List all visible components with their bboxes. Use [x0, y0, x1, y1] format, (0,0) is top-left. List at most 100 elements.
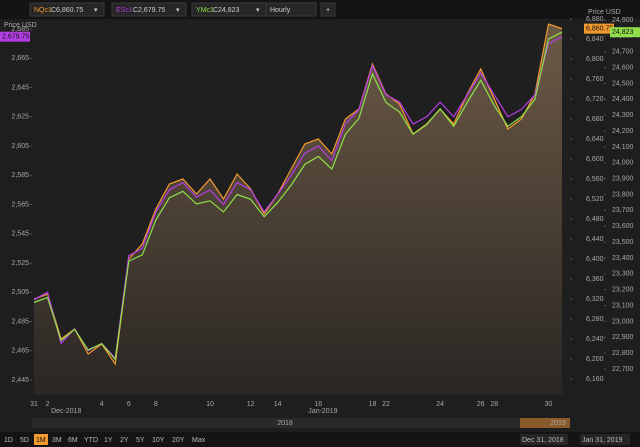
y-tick-label: 24,600	[612, 64, 634, 71]
y-tick-label: 6,840	[586, 36, 604, 43]
x-tick-label: 22	[382, 401, 390, 408]
y-tick-label: 6,200	[586, 356, 604, 363]
navigator-year: 2019	[550, 420, 566, 427]
y-tick-label: 2,605	[11, 143, 29, 150]
range-button[interactable]: 5Y	[136, 437, 145, 444]
range-button[interactable]: 1Y	[104, 437, 113, 444]
date-from[interactable]: Dec 31, 2018	[522, 437, 564, 444]
dropdown-arrow: ▾	[94, 7, 98, 14]
y-tick-label: 2,445	[11, 377, 29, 384]
y-tick-label: 6,280	[586, 316, 604, 323]
legend-value: 2,679.75	[138, 7, 165, 14]
axis-label: Price USD	[4, 22, 37, 29]
range-button[interactable]: 6M	[68, 437, 78, 444]
x-tick-label: 18	[369, 401, 377, 408]
y-tick-label: 23,900	[612, 175, 634, 182]
legend-name: ESc1	[116, 7, 133, 14]
range-button[interactable]: 1D	[4, 437, 13, 444]
y-tick-label: 2,645	[11, 84, 29, 91]
y-tick-label: 6,560	[586, 176, 604, 183]
y-tick-label: 24,200	[612, 128, 634, 135]
y-tick-label: 2,525	[11, 260, 29, 267]
interval-select[interactable]	[265, 2, 317, 17]
x-tick-label: 6	[127, 401, 131, 408]
navigator[interactable]	[32, 418, 570, 428]
range-button[interactable]: 5D	[20, 437, 29, 444]
interval-label: Hourly	[270, 7, 291, 14]
range-button[interactable]: 10Y	[152, 437, 165, 444]
y-tick-label: 23,300	[612, 271, 634, 278]
add-button[interactable]	[320, 2, 336, 17]
x-tick-label: 10	[206, 401, 214, 408]
y-tick-label: 6,760	[586, 76, 604, 83]
y-tick-label: 6,720	[586, 96, 604, 103]
axis-label: Price USD	[588, 9, 621, 16]
range-button[interactable]: YTD	[84, 437, 98, 444]
price-tag	[0, 31, 30, 42]
price-tag	[610, 27, 640, 38]
y-tick-label: 6,160	[586, 376, 604, 383]
date-box[interactable]	[580, 434, 630, 445]
legend-value: 6,860.75	[56, 7, 83, 14]
y-tick-label: 24,100	[612, 144, 634, 151]
y-tick-label: 6,880	[586, 16, 604, 23]
range-button[interactable]: 2Y	[120, 437, 129, 444]
dropdown-arrow: ▾	[256, 7, 260, 14]
y-tick-label: 6,520	[586, 196, 604, 203]
legend-box[interactable]	[111, 2, 187, 17]
y-tick-label: 6,800	[586, 56, 604, 63]
date-box[interactable]	[520, 434, 568, 445]
price-tag	[584, 23, 614, 34]
x-tick-label: 30	[545, 401, 553, 408]
y-tick-label: 22,900	[612, 334, 634, 341]
x-tick-label: 16	[314, 401, 322, 408]
y-tick-label: 23,000	[612, 318, 634, 325]
legend-prefix: C	[213, 7, 218, 14]
legend-value: 24,823	[218, 7, 240, 14]
x-tick-label: 31	[30, 401, 38, 408]
y-tick-label: 2,485	[11, 318, 29, 325]
range-button[interactable]: 1M	[36, 437, 46, 444]
y-tick-label: 24,900	[612, 17, 634, 24]
y-tick-label: 24,000	[612, 160, 634, 167]
line	[33, 31, 563, 361]
x-tick-label: 26	[477, 401, 485, 408]
y-tick-label: 6,320	[586, 296, 604, 303]
y-tick-label: 23,400	[612, 255, 634, 262]
y-tick-label: 24,300	[612, 112, 634, 119]
y-tick-label: 2,585	[11, 172, 29, 179]
x-tick-label: 2	[46, 401, 50, 408]
date-to[interactable]: Jan 31, 2019	[582, 437, 623, 444]
y-tick-label: 6,640	[586, 136, 604, 143]
area	[34, 24, 562, 395]
y-tick-label: 2,465	[11, 348, 29, 355]
y-tick-label: 22,700	[612, 366, 634, 373]
y-tick-label: 22,800	[612, 350, 634, 357]
y-tick-label: 24,400	[612, 96, 634, 103]
x-tick-label: 28	[490, 401, 498, 408]
navigator-window[interactable]	[520, 418, 570, 428]
legend-box[interactable]	[29, 2, 105, 17]
y-tick-label: 23,200	[612, 287, 634, 294]
y-tick-label: 23,700	[612, 207, 634, 214]
range-button[interactable]: 20Y	[172, 437, 185, 444]
price-tag-label: 24,823	[612, 29, 634, 36]
range-button[interactable]: Max	[192, 437, 206, 444]
x-tick-label: 8	[154, 401, 158, 408]
price-tag-label: 2,679.75	[2, 34, 29, 41]
y-tick-label: 6,440	[586, 236, 604, 243]
y-tick-label: 2,625	[11, 114, 29, 121]
y-tick-label: 6,480	[586, 216, 604, 223]
y-tick-label: 6,680	[586, 116, 604, 123]
y-tick-label: 23,500	[612, 239, 634, 246]
legend-prefix: C	[51, 7, 56, 14]
range-active[interactable]	[34, 434, 48, 445]
y-tick-label: 2,685	[11, 26, 29, 33]
range-button[interactable]: 3M	[52, 437, 62, 444]
month-label: Dec-2018	[51, 408, 81, 415]
price-tag-label: 6,860.75	[586, 25, 613, 32]
y-tick-label: 24,500	[612, 80, 634, 87]
y-tick-label: 6,400	[586, 256, 604, 263]
dropdown-arrow: ▾	[176, 7, 180, 14]
y-tick-label: 24,700	[612, 49, 634, 56]
